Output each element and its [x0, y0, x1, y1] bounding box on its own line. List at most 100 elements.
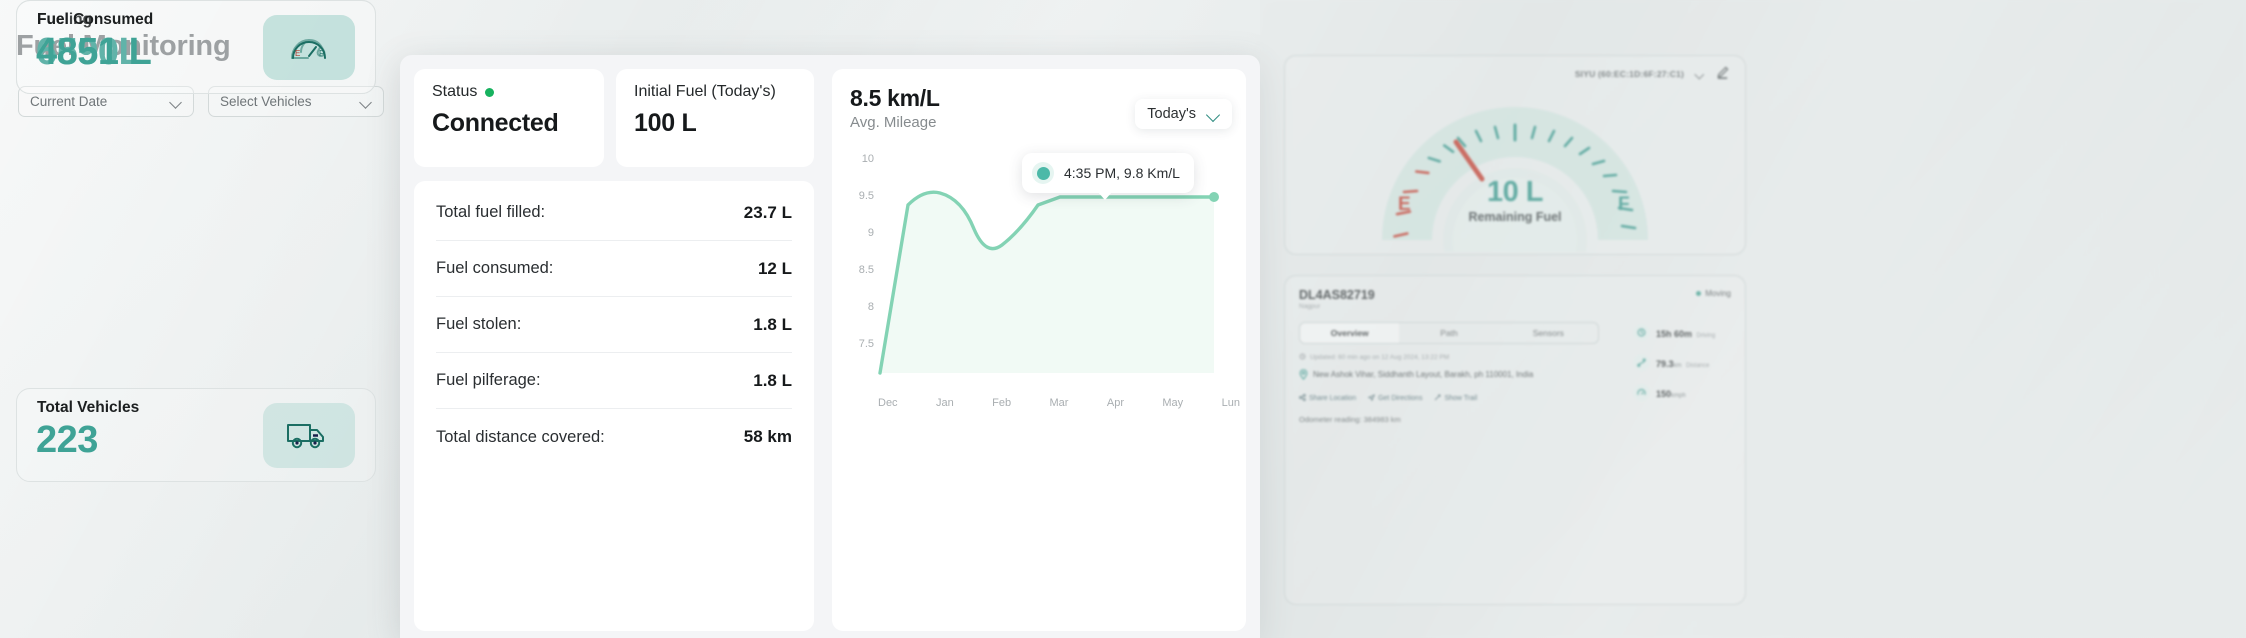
gauge-dial: E F 10 L Remaining Fuel: [1370, 82, 1660, 312]
share-location-label: Share Location: [1309, 394, 1357, 402]
tab-path[interactable]: Path: [1440, 328, 1458, 338]
status-indicator-dot: [485, 87, 495, 97]
vehicle-address: New Ashok Vihar, Siddhanth Layout, Barak…: [1299, 369, 1589, 384]
share-location-button[interactable]: Share Location: [1299, 393, 1357, 403]
kpi-label: Fueling: [37, 11, 93, 28]
x-tick: Feb: [992, 397, 1012, 409]
fuel-detail-modal: Status Connected Initial Fuel (Today's) …: [400, 55, 1260, 638]
pencil-icon[interactable]: [1716, 66, 1729, 81]
table-row: Fuel stolen: 1.8 L: [436, 297, 792, 353]
status-label: Status: [432, 83, 478, 100]
chart-range-select[interactable]: Today's: [1135, 99, 1232, 129]
row-label: Total fuel filled:: [436, 203, 546, 221]
directions-icon: [1367, 393, 1376, 403]
y-tick: 8: [867, 301, 874, 313]
y-axis: 10 9.5 9 8.5 8 7.5: [832, 145, 878, 395]
fuel-details-list: Total fuel filled: 23.7 L Fuel consumed:…: [414, 181, 814, 631]
show-trail-button[interactable]: Show Trail: [1434, 394, 1477, 403]
kpi-value: 6590L: [36, 31, 142, 73]
y-tick: 9: [867, 227, 874, 239]
x-tick: Jan: [935, 397, 954, 409]
tooltip-dot-inner: [1036, 166, 1050, 180]
y-tick: 10: [861, 153, 874, 165]
y-tick: 7.5: [858, 338, 874, 350]
status-badge: Moving: [1696, 289, 1731, 298]
metric-speed: 150kmph: [1633, 384, 1733, 402]
status-dot-icon: [1696, 291, 1702, 296]
svg-text:F: F: [319, 49, 324, 58]
row-value: 23.7 L: [743, 202, 792, 222]
fuel-pump-icon: [263, 15, 355, 80]
metric-distance: 79.3km Distance: [1633, 354, 1733, 372]
table-row: Fuel consumed: 12 L: [436, 241, 792, 297]
metric-label: Driving: [1696, 333, 1716, 339]
tab-overview[interactable]: Overview: [1300, 323, 1400, 343]
initial-fuel-value: 100 L: [634, 109, 697, 137]
y-tick: 9.5: [858, 190, 874, 202]
left-panel: Fuel Monitoring Current Date Select Vehi…: [0, 0, 400, 638]
gauge-svg: E F: [1382, 107, 1648, 312]
y-tick: 8.5: [858, 264, 874, 276]
tab-sensors[interactable]: Sensors: [1532, 328, 1564, 338]
metric-label: Distance: [1685, 363, 1710, 369]
x-tick: Dec: [878, 397, 898, 409]
vehicle-metrics: 15h 60m Driving 79.3km Distance: [1633, 324, 1733, 414]
x-tick: Mar: [1049, 397, 1069, 409]
vehicle-tabs: Overview Path Sensors: [1299, 322, 1599, 344]
filter-bar: Current Date Select Vehicles: [18, 86, 384, 117]
table-row: Total distance covered: 58 km: [436, 409, 792, 465]
chart-header: 8.5 km/L Avg. Mileage Today's: [832, 85, 1246, 145]
trail-icon: [1434, 394, 1441, 403]
chart-range-label: Today's: [1147, 106, 1196, 122]
table-row: Fuel pilferage: 1.8 L: [436, 353, 792, 409]
x-axis: Dec Jan Feb Mar Apr May Lun: [878, 397, 1240, 409]
kpi-label: Fuel Consumed: [37, 11, 154, 28]
row-value: 58 km: [743, 427, 792, 446]
location-pin-icon: [1299, 369, 1308, 384]
chevron-down-icon[interactable]: [1696, 71, 1704, 76]
speed-icon: [1633, 384, 1650, 401]
x-tick: Lun: [1221, 397, 1240, 409]
odometer-row: Odometer reading: 384983 km: [1299, 415, 1731, 424]
date-filter-label: Current Date: [30, 94, 108, 109]
area-chart-svg: [878, 190, 1219, 375]
status-value: Connected: [432, 109, 559, 137]
row-value: 1.8 L: [753, 314, 792, 334]
gauge-caption: Remaining Fuel: [1468, 210, 1562, 224]
odometer-label: Odometer reading:: [1299, 414, 1362, 424]
truck-icon: [263, 403, 355, 468]
kpi-value: 223: [36, 419, 98, 461]
svg-text:E: E: [295, 49, 300, 58]
metric-value: 15h 60m: [1656, 329, 1693, 339]
kpi-card-total-vehicles[interactable]: Total Vehicles 223: [16, 388, 376, 482]
share-icon: [1299, 393, 1306, 403]
metric-unit: km: [1673, 363, 1682, 369]
refresh-icon: [1299, 353, 1306, 362]
status-card-row: Status Connected Initial Fuel (Today's) …: [414, 69, 814, 167]
vehicle-sub: Nagpur: [1299, 303, 1321, 310]
get-directions-button[interactable]: Get Directions: [1367, 393, 1423, 403]
initial-fuel-label: Initial Fuel (Today's): [634, 83, 776, 100]
status-badge-label: Moving: [1705, 289, 1731, 298]
row-label: Fuel consumed:: [436, 259, 554, 277]
vehicle-filter-label: Select Vehicles: [220, 94, 312, 109]
odometer-value: 384983 km: [1363, 414, 1401, 424]
vehicle-plate: DL4AS82719: [1299, 288, 1375, 302]
kpi-label: Total Vehicles: [37, 399, 140, 416]
tooltip-tail: [1097, 192, 1112, 200]
gauge-device-row: SIYU (60:EC:1D:6F:27:C1): [1575, 66, 1729, 81]
metric-value: 150: [1656, 389, 1672, 399]
row-label: Fuel pilferage:: [436, 371, 541, 389]
chart-headline: 8.5 km/L: [850, 85, 940, 111]
get-directions-label: Get Directions: [1378, 394, 1423, 402]
mileage-chart-card: 8.5 km/L Avg. Mileage Today's 10 9.5 9 8…: [832, 69, 1246, 631]
chevron-down-icon: [361, 98, 372, 105]
date-filter-select[interactable]: Current Date: [18, 86, 194, 117]
initial-fuel-card: Initial Fuel (Today's) 100 L: [616, 69, 814, 167]
kpi-card-fuel-consumed[interactable]: Fuel Consumed 4851 L E F: [16, 0, 376, 94]
chart-subtitle: Avg. Mileage: [850, 114, 937, 131]
vehicle-address-text: New Ashok Vihar, Siddhanth Layout, Barak…: [1313, 370, 1534, 379]
vehicle-filter-select[interactable]: Select Vehicles: [208, 86, 384, 117]
tooltip-dot-icon: [1032, 162, 1054, 184]
